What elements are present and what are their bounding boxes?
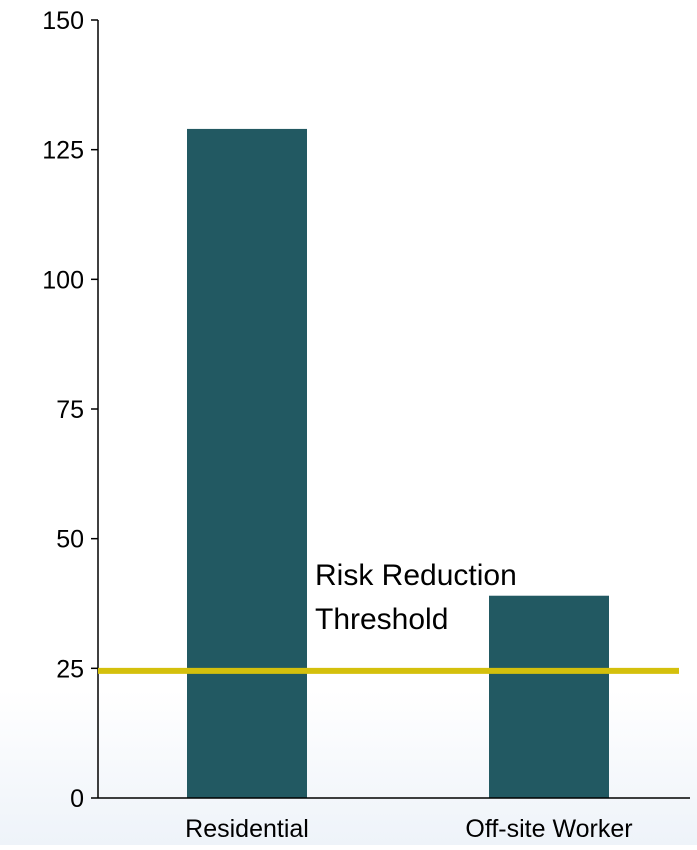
threshold: Risk Reduction Threshold: [98, 559, 679, 674]
bars: [187, 128, 609, 799]
threshold-label: Threshold: [315, 603, 448, 636]
y-tick-label: 25: [56, 655, 84, 683]
x-tick-label: Residential: [185, 815, 309, 843]
y-tick-label: 0: [70, 785, 84, 813]
y-tick-label: 125: [42, 137, 84, 165]
y-tick-label: 100: [42, 266, 84, 294]
bar-off-site-worker: [489, 595, 609, 798]
y-tick-label: 50: [56, 526, 84, 554]
bar-residential: [187, 128, 307, 799]
x-axis: Residential Off-site Worker: [98, 797, 690, 843]
x-tick-label: Off-site Worker: [465, 815, 632, 843]
y-tick-label: 75: [56, 396, 84, 424]
y-tick-label: 150: [42, 7, 84, 35]
threshold-label: Risk Reduction: [315, 559, 517, 592]
y-axis: 0 25 50 75 100 125 150: [42, 7, 99, 813]
